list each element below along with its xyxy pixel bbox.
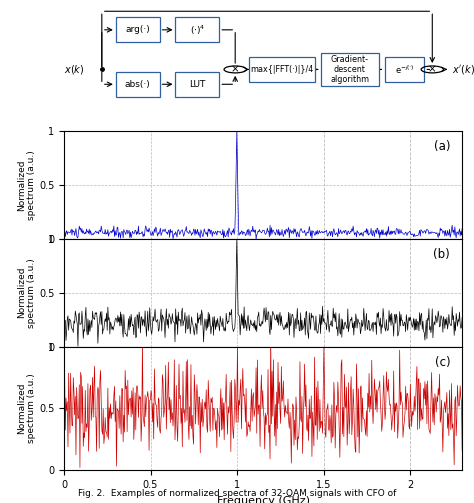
Text: max{|FFT(·)|}/4: max{|FFT(·)|}/4 [250,65,314,74]
Text: Gradient-
descent
algorithm: Gradient- descent algorithm [330,54,369,85]
Y-axis label: Normalized
spectrum (a.u.): Normalized spectrum (a.u.) [17,258,36,327]
Bar [175,72,219,97]
Text: abs(·): abs(·) [125,80,151,89]
Bar [249,57,315,82]
Y-axis label: Normalized
spectrum (a.u.): Normalized spectrum (a.u.) [17,374,36,443]
Text: $x'(k)$: $x'(k)$ [452,63,474,76]
Bar [116,18,160,42]
Text: (a): (a) [434,140,450,153]
Bar [384,57,424,82]
Bar [321,53,379,86]
Bar [116,72,160,97]
Y-axis label: Normalized
spectrum (a.u.): Normalized spectrum (a.u.) [17,150,36,220]
Text: LUT: LUT [189,80,206,89]
Bar [175,18,219,42]
Text: (b): (b) [433,247,450,261]
Text: Fig. 2.  Examples of normalized spectra of 32-QAM signals with CFO of: Fig. 2. Examples of normalized spectra o… [78,489,396,498]
Text: Fig. 1.  Block diagram of CHEFOE.: Fig. 1. Block diagram of CHEFOE. [175,134,351,144]
Text: ×: × [231,64,239,74]
X-axis label: Frequency (GHz): Frequency (GHz) [217,495,310,503]
Text: $x(k)$: $x(k)$ [64,63,84,76]
Text: (c): (c) [435,357,450,369]
Text: arg(·): arg(·) [125,25,150,34]
Text: $(\cdot)^4$: $(\cdot)^4$ [190,23,205,37]
Text: e$^{-j(\cdot)}$: e$^{-j(\cdot)}$ [394,63,414,75]
Text: ×: × [428,64,437,74]
